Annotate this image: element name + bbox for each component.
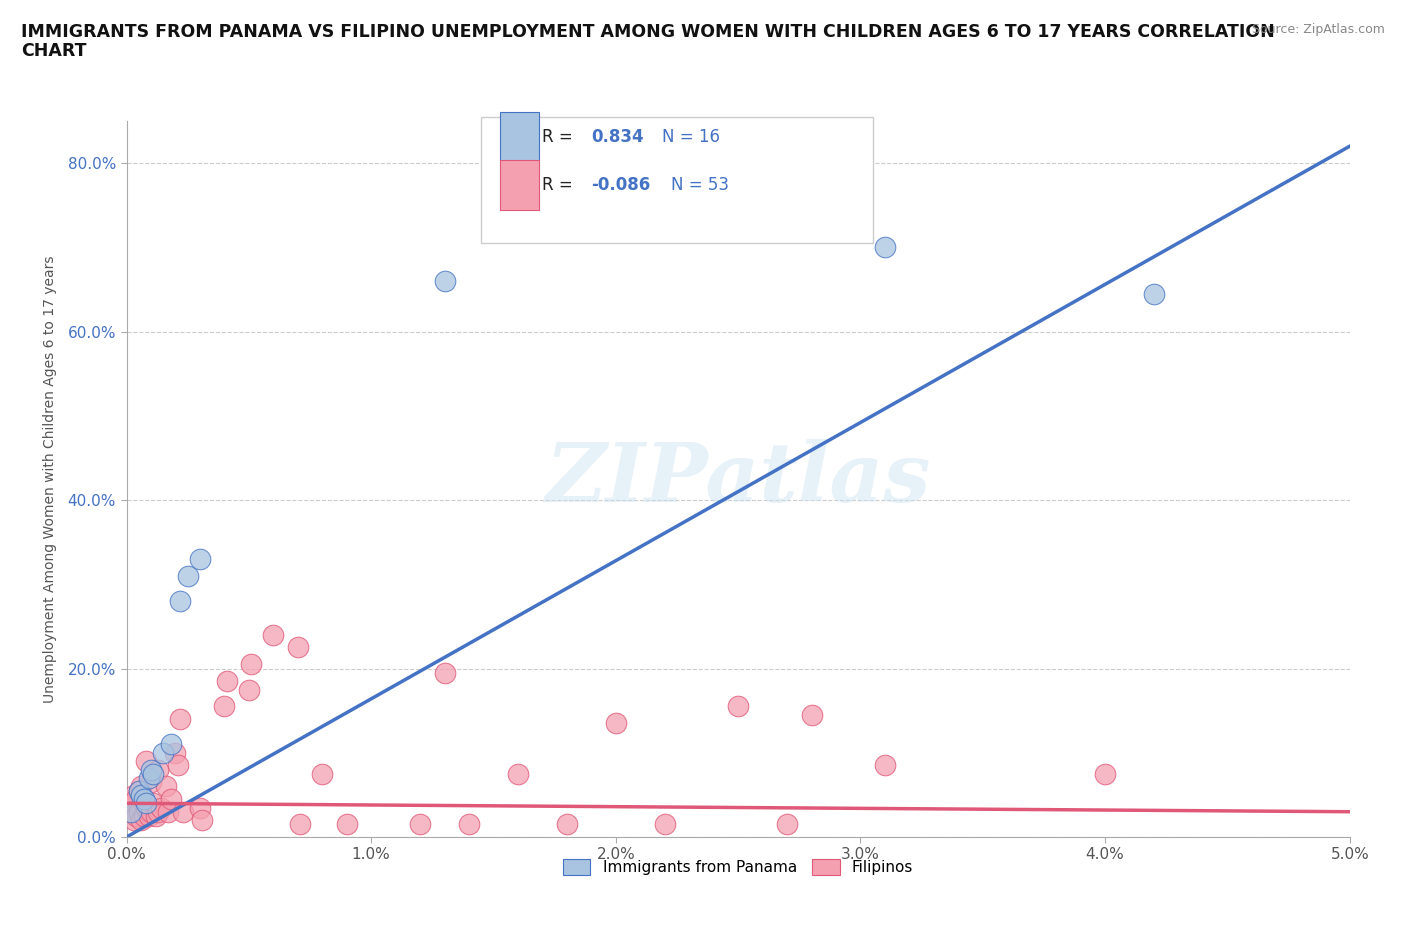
- Point: [1143, 286, 1166, 301]
- Point: [433, 665, 456, 680]
- Point: [142, 796, 165, 811]
- Point: [409, 817, 432, 831]
- Point: [139, 763, 162, 777]
- Point: [262, 628, 284, 643]
- Point: [555, 817, 578, 831]
- FancyBboxPatch shape: [481, 117, 873, 243]
- Point: [128, 783, 150, 798]
- Point: [169, 711, 191, 726]
- Point: [188, 551, 211, 566]
- Point: [433, 273, 456, 288]
- Point: [169, 593, 191, 608]
- Point: [157, 804, 180, 819]
- Point: [122, 813, 145, 828]
- Point: [188, 800, 211, 815]
- Point: [128, 783, 150, 798]
- Point: [191, 813, 214, 828]
- Point: [458, 817, 481, 831]
- Point: [125, 791, 148, 806]
- Point: [132, 808, 155, 823]
- Text: ZIPatlas: ZIPatlas: [546, 439, 931, 519]
- Point: [125, 808, 148, 823]
- Point: [135, 753, 157, 768]
- Text: N = 16: N = 16: [662, 128, 720, 146]
- Text: R =: R =: [543, 128, 578, 146]
- Text: Source: ZipAtlas.com: Source: ZipAtlas.com: [1251, 23, 1385, 36]
- Point: [287, 640, 309, 655]
- Point: [135, 800, 157, 815]
- Text: 0.834: 0.834: [592, 128, 644, 146]
- Point: [120, 800, 142, 815]
- Point: [122, 788, 145, 803]
- Point: [727, 699, 749, 714]
- Point: [1094, 766, 1116, 781]
- Point: [654, 817, 676, 831]
- Text: R =: R =: [543, 177, 578, 194]
- Point: [148, 763, 170, 777]
- Point: [240, 657, 263, 671]
- Text: -0.086: -0.086: [592, 177, 651, 194]
- Point: [159, 791, 181, 806]
- Point: [120, 804, 142, 819]
- Point: [177, 568, 200, 583]
- Point: [336, 817, 359, 831]
- Point: [138, 808, 160, 823]
- Legend: Immigrants from Panama, Filipinos: Immigrants from Panama, Filipinos: [555, 851, 921, 884]
- FancyBboxPatch shape: [499, 160, 538, 210]
- Point: [172, 804, 194, 819]
- Text: N = 53: N = 53: [671, 177, 728, 194]
- Y-axis label: Unemployment Among Women with Children Ages 6 to 17 years: Unemployment Among Women with Children A…: [42, 255, 56, 703]
- Point: [290, 817, 312, 831]
- Point: [139, 804, 162, 819]
- Point: [238, 682, 260, 697]
- Point: [129, 779, 152, 794]
- Point: [214, 699, 236, 714]
- Point: [155, 779, 177, 794]
- Point: [605, 716, 627, 731]
- Point: [167, 758, 190, 773]
- Point: [215, 673, 238, 688]
- Point: [139, 775, 162, 790]
- Point: [118, 796, 141, 811]
- Point: [159, 737, 181, 751]
- Point: [138, 804, 160, 819]
- Point: [311, 766, 333, 781]
- Point: [138, 771, 160, 786]
- Point: [135, 796, 157, 811]
- Point: [776, 817, 799, 831]
- Point: [129, 813, 152, 828]
- Point: [800, 708, 823, 723]
- Point: [873, 758, 896, 773]
- FancyBboxPatch shape: [499, 113, 538, 163]
- Point: [142, 766, 165, 781]
- Point: [128, 804, 150, 819]
- Point: [149, 800, 172, 815]
- Point: [152, 745, 174, 760]
- Point: [145, 808, 167, 823]
- Point: [129, 788, 152, 803]
- Point: [132, 796, 155, 811]
- Point: [148, 804, 170, 819]
- Text: IMMIGRANTS FROM PANAMA VS FILIPINO UNEMPLOYMENT AMONG WOMEN WITH CHILDREN AGES 6: IMMIGRANTS FROM PANAMA VS FILIPINO UNEMP…: [21, 23, 1275, 41]
- Point: [165, 745, 187, 760]
- Text: CHART: CHART: [21, 42, 87, 60]
- Point: [506, 766, 529, 781]
- Point: [132, 791, 155, 806]
- Point: [873, 240, 896, 255]
